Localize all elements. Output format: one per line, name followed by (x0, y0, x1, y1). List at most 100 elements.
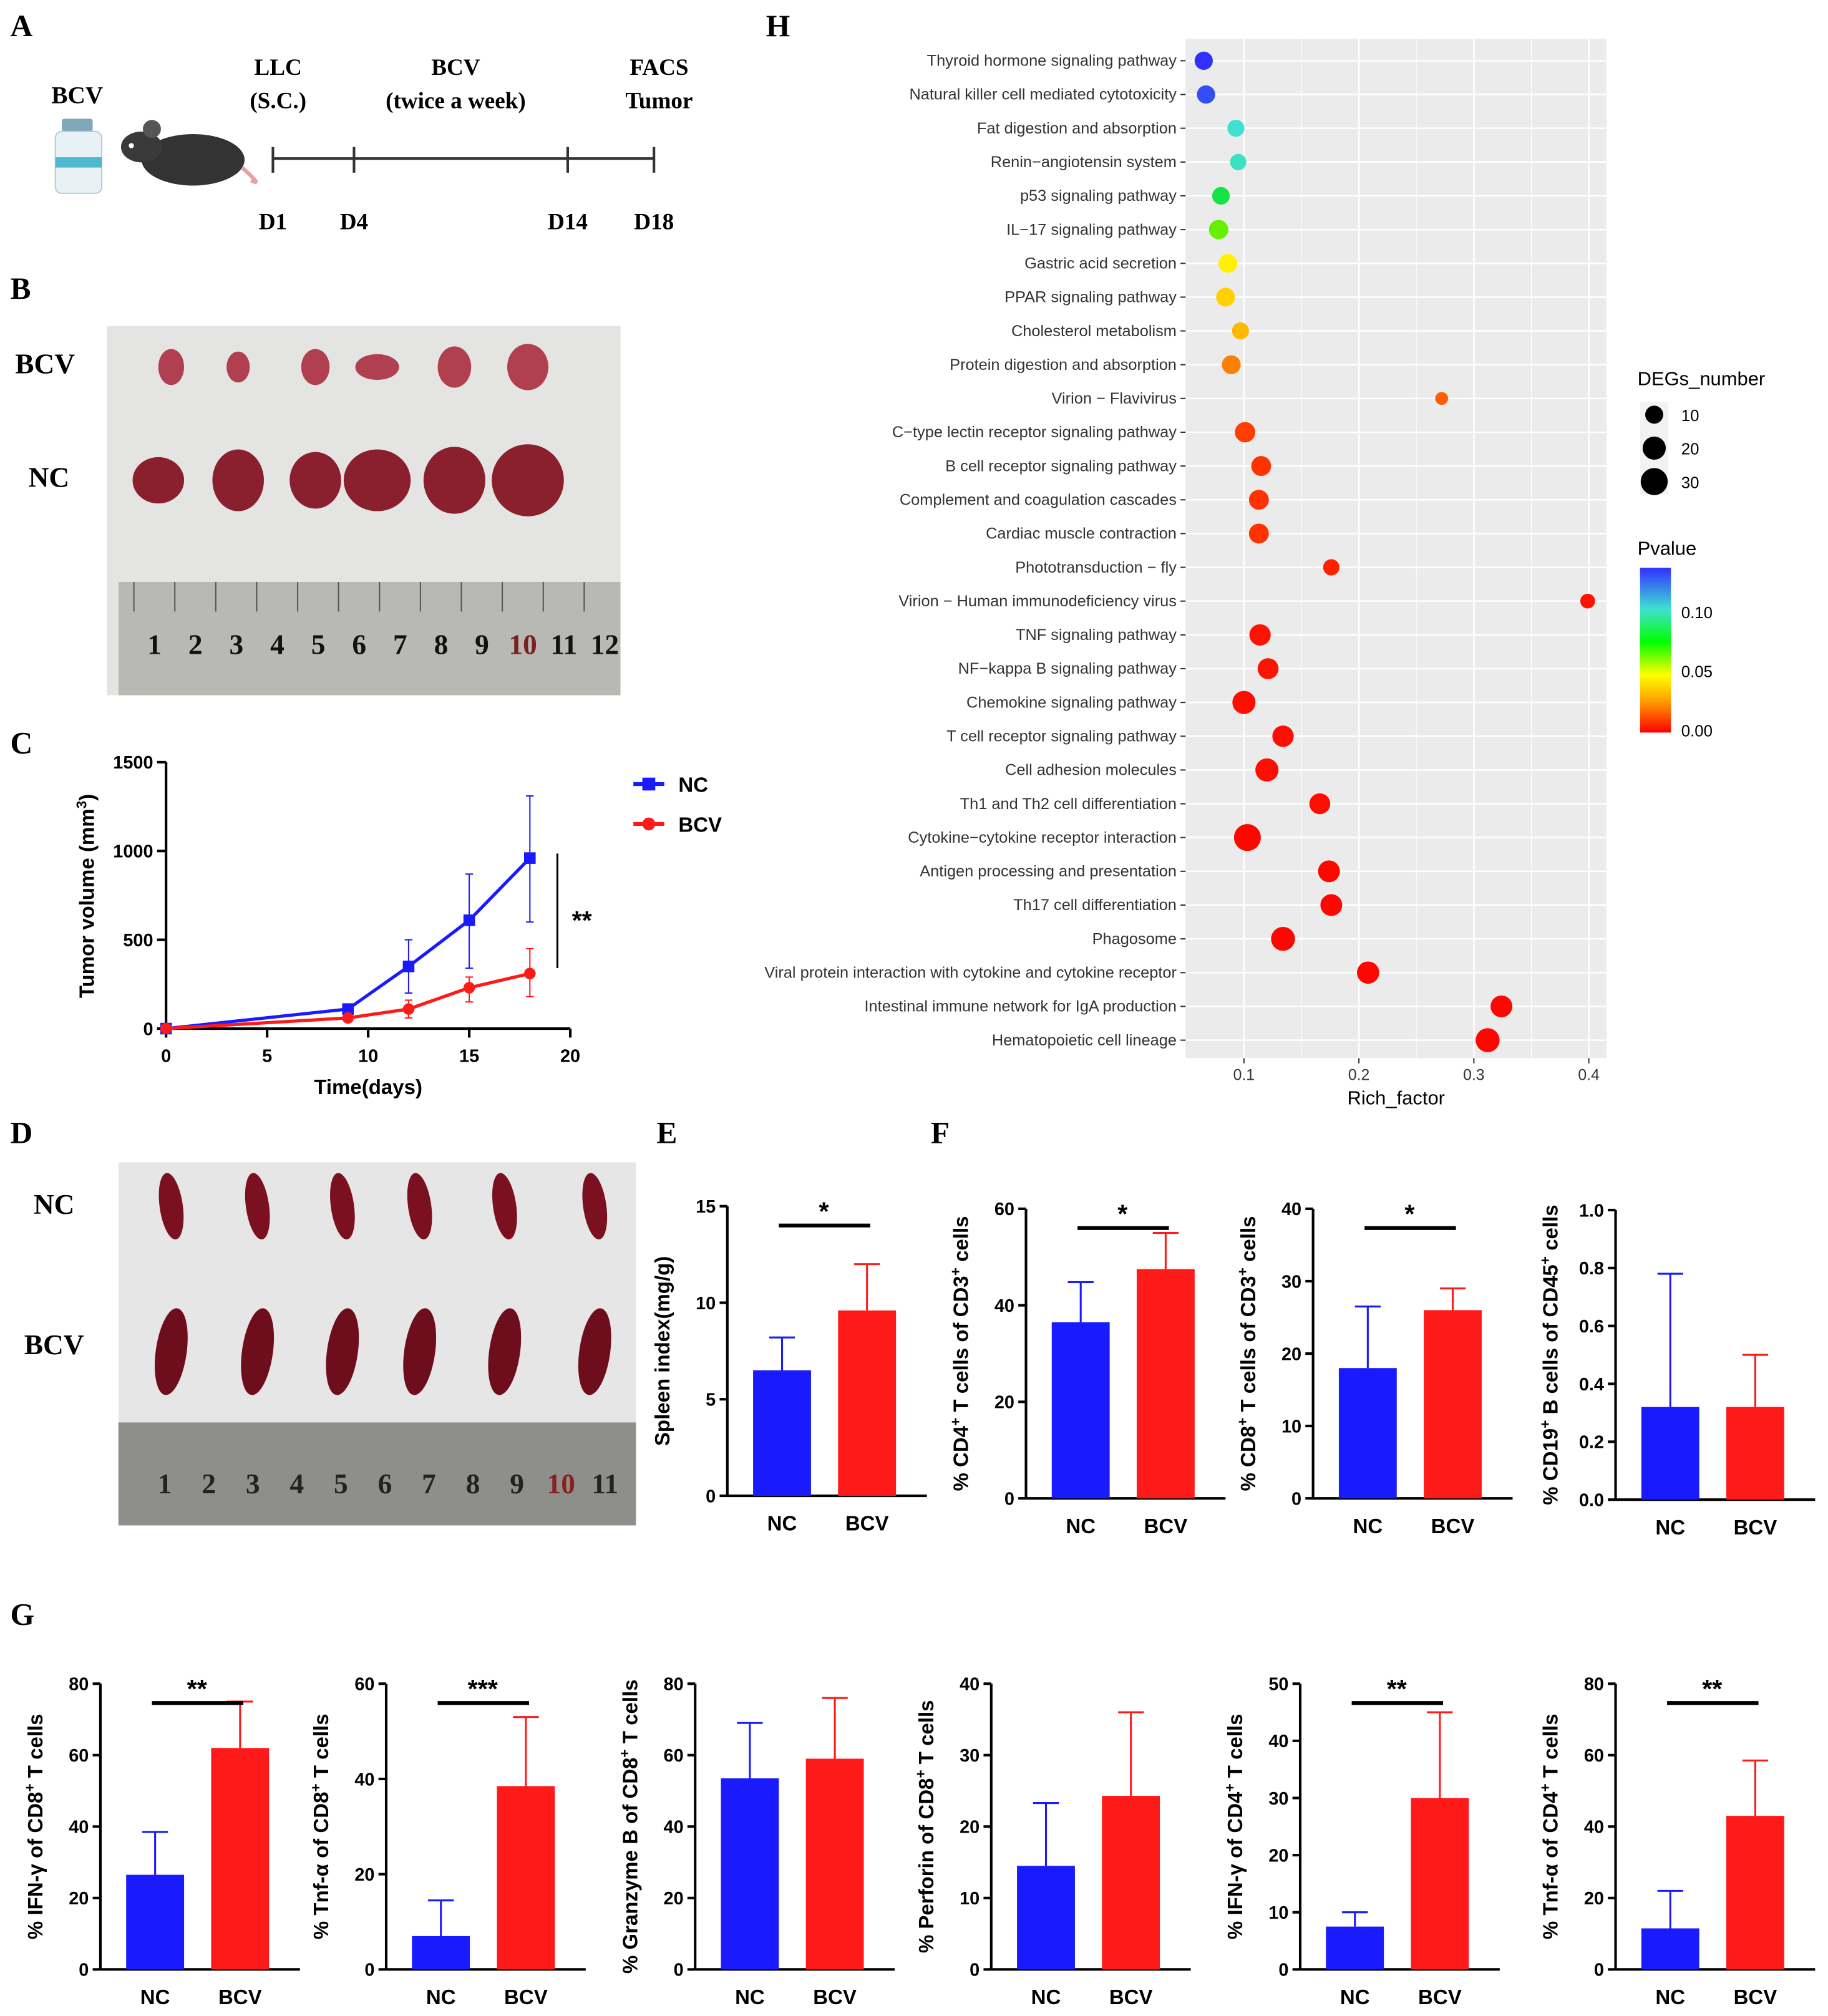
pathway-dot (1227, 120, 1245, 137)
significance-stars: * (1117, 1200, 1128, 1229)
y-tick-label: 10 (696, 1294, 716, 1314)
tumor-bcv (355, 354, 399, 380)
data-point-bcv (160, 1022, 172, 1035)
pathway-dot (1230, 153, 1247, 170)
timeline-step-subtitle: Tumor (625, 89, 693, 114)
y-tick-label: 10 (1268, 1903, 1288, 1923)
bar-chart-e: 0 5 10 15 NC BCV * Spleen index(mg/g) (651, 1197, 927, 1535)
pathway-label: Thyroid hormone signaling pathway (927, 52, 1177, 70)
bar-nc (1017, 1866, 1075, 1970)
y-tick-label: 20 (960, 1818, 980, 1838)
size-legend-label: 20 (1681, 441, 1699, 458)
x-tick-label: 0.4 (1578, 1067, 1600, 1084)
pathway-label: PPAR signaling pathway (1004, 289, 1177, 306)
tumor-nc (423, 447, 485, 514)
y-tick-label: 5 (706, 1390, 716, 1410)
pathway-label: Natural killer cell mediated cytotoxicit… (909, 86, 1177, 104)
pathway-label: Gastric acid secretion (1024, 254, 1177, 272)
ruler-number: 7 (422, 1468, 436, 1500)
x-tick-label: 15 (459, 1047, 479, 1067)
pathway-label: Cell adhesion molecules (1005, 762, 1177, 779)
panel-letter-b: B (11, 271, 31, 306)
pathway-dot (1222, 355, 1241, 374)
y-axis-label: % Perforin of CD8+ T cells (913, 1700, 938, 1953)
panel-letter-g: G (11, 1597, 35, 1631)
ruler-number: 11 (550, 629, 577, 661)
timeline-day-label: D1 (259, 210, 287, 235)
pathway-label: Protein digestion and absorption (950, 356, 1177, 374)
ruler-number: 10 (508, 629, 537, 661)
ruler (118, 1422, 636, 1526)
panel-letter-a: A (11, 9, 33, 43)
y-tick-label: 20 (1584, 1889, 1604, 1909)
y-axis-label-text: cells (1539, 1204, 1562, 1256)
ruler-number: 3 (229, 629, 243, 661)
y-axis-label: % IFN-γ of CD4+ T cells (1222, 1713, 1247, 1939)
x-category-label: BCV (1144, 1514, 1188, 1538)
tumor-bcv (158, 349, 185, 385)
x-tick-label: 0 (161, 1047, 171, 1067)
y-tick-label: 80 (664, 1675, 684, 1695)
pathway-dot (1233, 824, 1261, 851)
data-point-nc (463, 914, 475, 926)
pathway-dot (1257, 658, 1279, 679)
timeline-day-label: D4 (340, 210, 368, 235)
y-tick-label: 60 (994, 1199, 1014, 1219)
pathway-dot (1248, 490, 1269, 510)
significance-stars: *** (468, 1675, 498, 1703)
spleen-bcv (155, 1308, 188, 1395)
y-axis-label-sup: + (1222, 1783, 1238, 1791)
tumor-nc (132, 457, 185, 504)
tumor-bcv (301, 349, 330, 385)
y-tick-label: 0.0 (1579, 1491, 1604, 1511)
tumor-bcv (437, 346, 472, 388)
y-tick-label: 0 (1594, 1960, 1604, 1980)
pathway-label: Antigen processing and presentation (920, 863, 1177, 880)
size-legend-label: 30 (1681, 474, 1699, 492)
pathway-label: p53 signaling pathway (1020, 187, 1177, 205)
row-label-bcv: BCV (24, 1329, 84, 1360)
y-tick-label: 10 (1281, 1417, 1301, 1437)
ruler-number: 4 (270, 629, 284, 661)
panel-a-schematic: BCV D1 LLC (S.C.) D4 D14 BCV (twice a week) D18… (51, 55, 693, 235)
y-axis-label-text: % CD19 (1539, 1428, 1562, 1505)
pathway-label: Viral protein interaction with cytokine … (764, 964, 1177, 982)
panel-h-kegg-dotplot: Thyroid hormone signaling pathway Natural… (764, 39, 1766, 1109)
y-axis-label: Spleen index(mg/g) (651, 1256, 674, 1446)
y-axis-label-sup: + (308, 1783, 324, 1791)
y-axis-label-text: % IFN-γ of CD8 (24, 1792, 47, 1940)
row-label-bcv: BCV (15, 349, 75, 380)
size-legend-title: DEGs_number (1638, 367, 1766, 389)
x-axis-label: Time(days) (314, 1075, 422, 1098)
pathway-dot (1320, 894, 1343, 916)
spleen-nc (582, 1173, 608, 1239)
plot-background (1185, 39, 1607, 1059)
data-point-bcv (524, 967, 536, 980)
y-tick-label: 60 (1584, 1746, 1604, 1766)
data-point-nc (524, 852, 536, 864)
y-axis-label-sup: + (1537, 1420, 1553, 1428)
bar-nc (721, 1778, 779, 1970)
x-tick-label: 10 (358, 1047, 378, 1067)
bar-chart-g6: 0 20 40 60 80 NC BCV ** % Tnf-α of CD4+ T cells (1537, 1675, 1816, 2009)
timeline-step-title: FACS (630, 55, 688, 80)
pathway-label: Fat digestion and absorption (977, 120, 1177, 137)
y-tick-label: 1000 (113, 842, 153, 862)
pathway-dot (1580, 593, 1595, 609)
bar-bcv (1726, 1407, 1784, 1500)
ruler-number: 9 (510, 1468, 524, 1500)
y-axis-label-text: T cells (618, 1679, 641, 1749)
ruler-number: 5 (311, 629, 326, 661)
y-axis-label-sup: + (1537, 1256, 1553, 1264)
pathway-dot (1248, 523, 1269, 544)
x-category-label: NC (1031, 1985, 1061, 2009)
pathway-label: Virion − Flavivirus (1052, 390, 1177, 407)
pathway-dot (1216, 288, 1235, 307)
y-tick-label: 20 (1268, 1846, 1288, 1866)
y-axis-label-sup: + (1537, 1783, 1553, 1791)
pathway-label: NF−kappa B signaling pathway (958, 660, 1177, 677)
bar-nc (1338, 1368, 1397, 1499)
x-axis-label: Rich_factor (1347, 1087, 1444, 1109)
bar-chart-g4: 0 10 20 30 40 NC BCV % Perforin of CD8+ T cells (913, 1675, 1191, 2009)
y-tick-label: 40 (1584, 1818, 1604, 1838)
